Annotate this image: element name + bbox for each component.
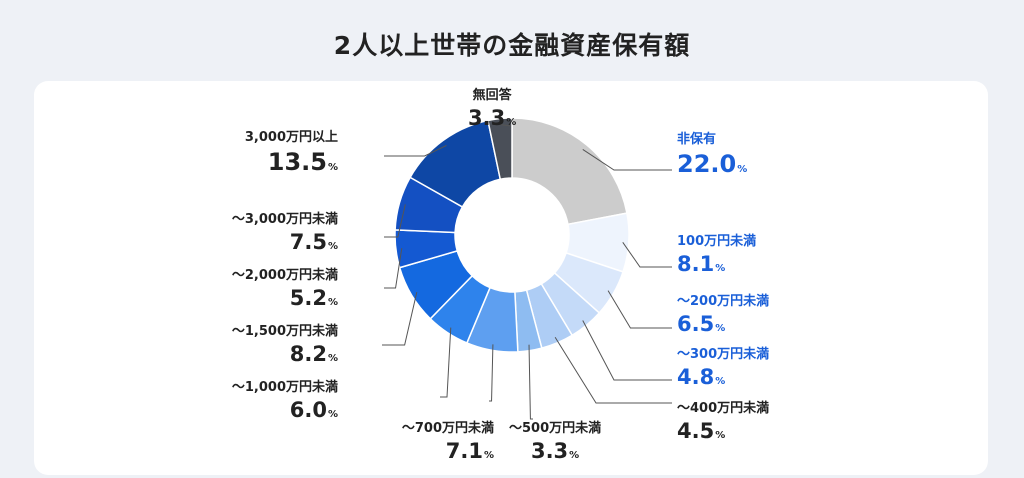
leader-line (500, 124, 512, 127)
slice-label-under-1000: 〜1,000万円未満 6.0% (231, 380, 338, 423)
leader-line (384, 144, 447, 157)
leader-line (384, 248, 403, 289)
chart-card: 非保有 22.0% 100万円未満 8.1% 〜200万円未満 6.5% 〜30… (34, 81, 988, 475)
leader-line (382, 291, 418, 346)
slice-label-no-answer: 無回答 3.3% (468, 88, 517, 131)
leader-line (582, 320, 672, 381)
slice-label-under-2000: 〜2,000万円未満 5.2% (231, 268, 338, 311)
donut-chart (382, 117, 672, 420)
slice-label-under-300: 〜300万円未満 4.8% (677, 347, 770, 390)
leader-line (384, 204, 406, 238)
donut-slice (487, 117, 513, 181)
leader-line (554, 337, 672, 404)
donut-slice (511, 117, 628, 226)
slice-label-over-3000: 3,000万円以上 13.5% (244, 130, 338, 177)
slice-label-under-200: 〜200万円未満 6.5% (677, 294, 770, 337)
slice-label-under-700: 〜700万円未満 7.1% (401, 421, 494, 464)
slice-label-non-holding: 非保有 22.0% (677, 132, 748, 179)
slice-label-under-1500: 〜1,500万円未満 8.2% (231, 324, 338, 367)
leader-line (607, 290, 672, 329)
leader-line (528, 344, 533, 420)
leader-line (440, 327, 452, 398)
leader-line (582, 149, 672, 171)
leader-line (622, 242, 672, 268)
slice-label-under-400: 〜400万円未満 4.5% (677, 401, 770, 444)
slice-label-under-100: 100万円未満 8.1% (677, 234, 757, 277)
slice-label-under-3000: 〜3,000万円未満 7.5% (231, 212, 338, 255)
leader-line (489, 344, 494, 402)
chart-title: 2人以上世帯の金融資産保有額 (333, 31, 691, 60)
slice-label-under-500: 〜500万円未満 3.3% (509, 421, 602, 464)
